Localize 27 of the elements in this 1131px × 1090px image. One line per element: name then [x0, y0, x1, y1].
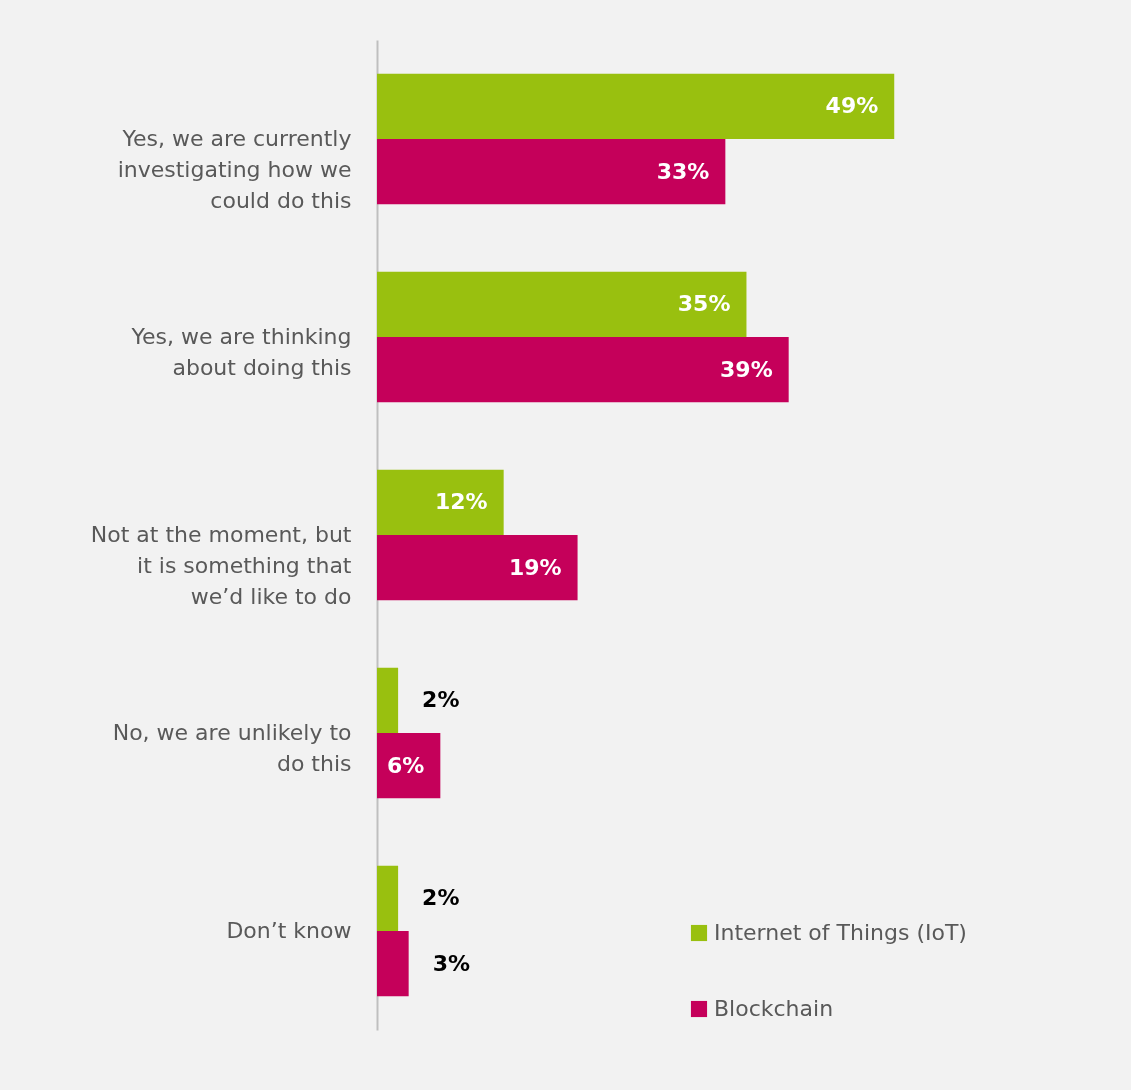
- bar: [377, 469, 504, 535]
- data-label: 6%: [386, 752, 425, 778]
- y-tick-label: No, we are unlikely to do this: [112, 720, 352, 776]
- bar: [377, 865, 399, 931]
- bar: [377, 733, 441, 799]
- data-label: 39%: [720, 356, 773, 382]
- data-label: 35%: [677, 291, 731, 317]
- bar: [377, 535, 578, 601]
- data-label: 2%: [422, 687, 460, 713]
- bar: [377, 271, 747, 337]
- y-tick-label: Don’t know: [226, 918, 352, 943]
- legend-label: Internet of Things (IoT): [714, 920, 967, 945]
- bar: [377, 931, 409, 997]
- legend-label: Blockchain: [714, 996, 834, 1021]
- bar: [377, 139, 726, 205]
- bar: [377, 337, 789, 403]
- y-tick-label: Yes, we are thinking about doing this: [130, 324, 352, 380]
- data-label: 2%: [422, 885, 460, 911]
- data-label: 19%: [508, 554, 562, 580]
- y-tick-label: Not at the moment, but it is something that we’d like to do: [90, 522, 352, 609]
- data-label: 33%: [656, 158, 710, 184]
- bar: [377, 73, 895, 139]
- bar: [377, 667, 399, 733]
- data-label: 49%: [825, 93, 879, 119]
- y-tick-label: Yes, we are currently investigating how we could do this: [117, 126, 352, 213]
- data-label: 12%: [435, 489, 488, 515]
- data-label: 3%: [432, 950, 471, 976]
